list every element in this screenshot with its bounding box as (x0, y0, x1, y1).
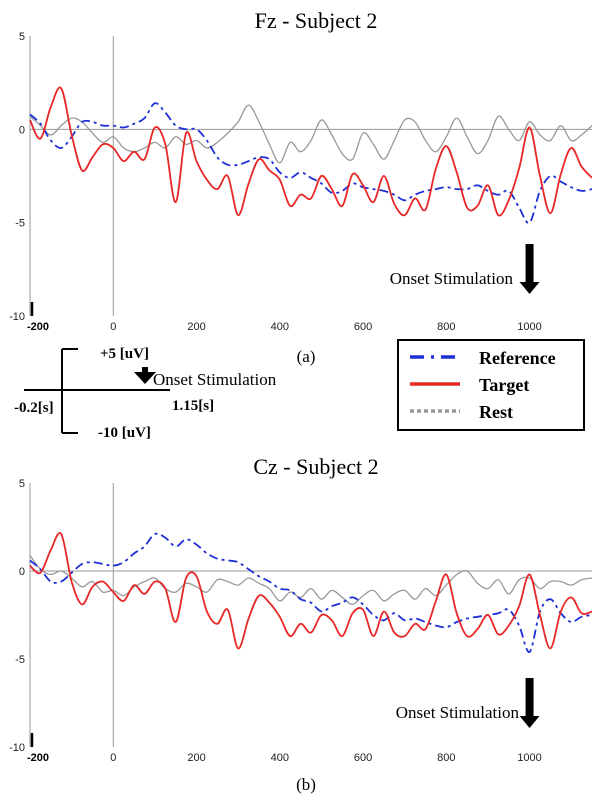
x-tick-label: 600 (354, 752, 372, 764)
y-tick-label: -5 (15, 654, 25, 666)
key-annotation: Onset Stimulation (153, 370, 277, 389)
onset-marker: Onset Stimulation (396, 678, 540, 728)
x-tick-label: 400 (271, 752, 289, 764)
series-group (29, 532, 592, 653)
key-left-label: -0.2[s] (14, 400, 54, 416)
legend-label-reference: Reference (479, 348, 556, 368)
x-tick-label: 0 (110, 321, 116, 333)
y-tick-label: -5 (15, 218, 25, 230)
axis-key: +5 [uV] -10 [uV] -0.2[s] 1.15[s] Onset S… (14, 346, 277, 441)
key-bottom-label: -10 [uV] (98, 425, 151, 441)
y-tick-label: 5 (19, 31, 25, 43)
legend-label-target: Target (479, 375, 529, 395)
series-line-reference (29, 532, 592, 653)
onset-marker: Onset Stimulation (390, 244, 540, 294)
chart-title: Fz - Subject 2 (255, 8, 378, 33)
chart-title: Cz - Subject 2 (253, 454, 378, 479)
y-tick-label: 5 (19, 478, 25, 490)
x-tick-label: 200 (187, 321, 205, 333)
series-line-rest (29, 104, 592, 164)
axes: 5 0 -5 -10-200 0 200 400 600 800 1000 (9, 478, 592, 764)
x-tick-label: 1000 (517, 752, 541, 764)
series-line-target (29, 532, 592, 650)
x-tick-label: -200 (27, 752, 49, 764)
legend: Reference Target Rest (397, 339, 585, 431)
onset-arrow-icon (519, 244, 540, 294)
legend-label-rest: Rest (479, 402, 513, 422)
key-right-label: 1.15[s] (172, 398, 214, 414)
key-arrow-icon (134, 367, 156, 384)
chart-panel-fz: Fz - Subject 2 5 0 -5 -10-200 0 200 400 600 800 1… (9, 8, 592, 366)
key-top-label: +5 [uV] (100, 346, 149, 362)
x-tick-label: 800 (437, 321, 455, 333)
series-group (29, 86, 592, 224)
y-tick-label: -10 (9, 742, 25, 754)
series-line-reference (29, 102, 592, 224)
panel-label: (a) (297, 347, 316, 366)
panel-label: (b) (296, 775, 316, 794)
onset-arrow-icon (519, 678, 540, 728)
y-tick-label: -10 (9, 311, 25, 323)
x-tick-label: 400 (271, 321, 289, 333)
chart-panel-cz: Cz - Subject 2 5 0 -5 -10-200 0 200 400 600 800 1… (9, 454, 592, 794)
x-tick-label: -200 (27, 321, 49, 333)
x-tick-label: 0 (110, 752, 116, 764)
axes: 5 0 -5 -10-200 0 200 400 600 800 1000 (9, 31, 592, 333)
onset-label: Onset Stimulation (390, 269, 514, 288)
x-tick-label: 1000 (517, 321, 541, 333)
x-tick-label: 200 (187, 752, 205, 764)
x-tick-label: 600 (354, 321, 372, 333)
series-line-target (29, 86, 592, 217)
y-tick-label: 0 (19, 124, 25, 136)
y-tick-label: 0 (19, 566, 25, 578)
series-line-rest (29, 554, 592, 606)
x-tick-label: 800 (437, 752, 455, 764)
onset-label: Onset Stimulation (396, 703, 520, 722)
